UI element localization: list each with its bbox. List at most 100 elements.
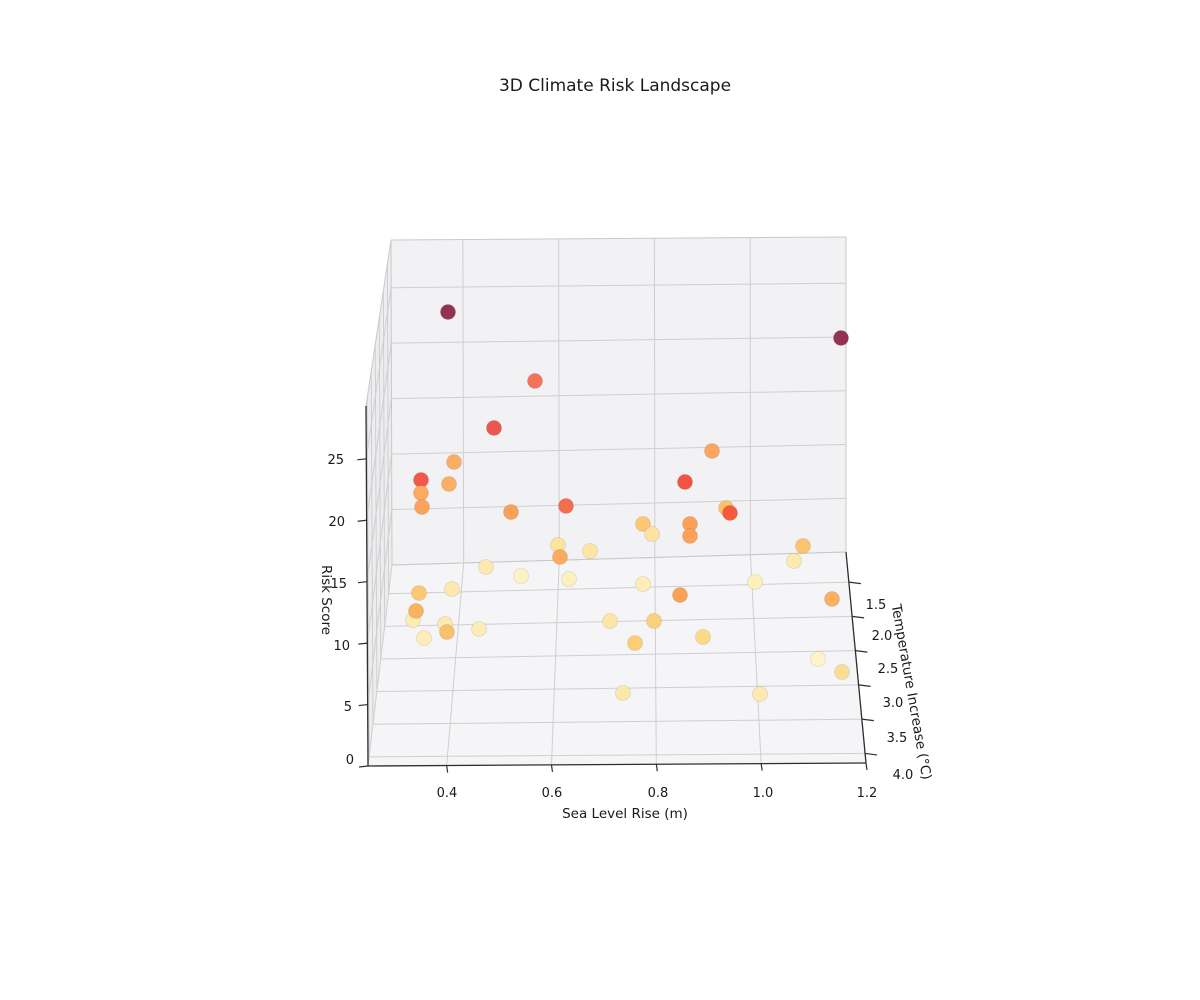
scatter-point — [786, 553, 802, 569]
z-gridline-left — [367, 509, 393, 705]
z-gridline-back — [391, 443, 847, 455]
scatter-point — [408, 603, 424, 619]
z-tick — [357, 581, 368, 584]
tick-labels: 0.4 0.6 0.8 1.0 1.2 1.5 2.0 2.5 3.0 3.5 4.0 25 20 15 1… — [327, 453, 913, 801]
z-tick-label: 10 — [333, 639, 350, 654]
z-tick-label: 20 — [328, 515, 345, 530]
x-tick — [446, 765, 449, 773]
scatter-point — [411, 585, 427, 601]
y-gridline-floor — [388, 581, 849, 595]
scatter-point — [513, 568, 529, 584]
scatter-point — [635, 516, 651, 532]
y-gridline-left — [382, 290, 386, 627]
y-axis-spine — [845, 551, 867, 764]
x-tick-label: 1.0 — [753, 786, 774, 801]
box-edge — [365, 239, 392, 407]
x-tick — [865, 762, 868, 771]
scatter-point — [704, 443, 720, 459]
scatter-point — [644, 526, 660, 542]
scatter-point — [602, 613, 618, 629]
z-tick-label: 25 — [327, 453, 344, 468]
y-tick-label: 1.5 — [866, 598, 887, 613]
z-tick — [358, 642, 368, 645]
y-gridline-floor — [384, 615, 853, 627]
scatter-point — [552, 549, 568, 565]
axes-panes — [366, 237, 866, 766]
x-gridline-back — [558, 238, 560, 561]
y-tick — [858, 684, 871, 687]
box-edge — [390, 236, 847, 241]
y-tick — [852, 615, 865, 619]
y-gridline-floor — [369, 752, 866, 758]
z-tick — [358, 703, 368, 707]
x-tick-label: 1.2 — [857, 786, 878, 801]
scatter-point — [558, 498, 574, 514]
scatter-point — [503, 504, 519, 520]
scatter-point — [682, 528, 698, 544]
scatter-point — [441, 476, 457, 492]
scatter-point — [416, 630, 432, 646]
y-tick — [848, 581, 861, 585]
scatter-point — [646, 613, 662, 629]
z-tick-label: 15 — [330, 577, 347, 592]
scatter-point — [446, 454, 462, 470]
z-gridline-left — [365, 287, 392, 459]
scatter-point — [672, 587, 688, 603]
y-gridline-left — [386, 263, 390, 594]
x-gridline-back — [462, 239, 465, 563]
scatter-point — [695, 629, 711, 645]
z-gridline-back — [391, 336, 847, 344]
y-tick — [861, 718, 874, 722]
scatter-point — [833, 330, 849, 346]
scatter-point — [440, 304, 456, 320]
scatter-point — [627, 635, 643, 651]
floor-pane — [368, 552, 866, 766]
scatter-point — [810, 651, 826, 667]
x-tick — [760, 763, 763, 771]
z-tick — [358, 765, 369, 768]
scatter-point — [582, 543, 598, 559]
y-gridline-left — [374, 344, 378, 692]
scatter-point — [795, 538, 811, 554]
z-tick — [357, 458, 367, 461]
scatter-point — [561, 571, 577, 587]
pane-edges — [365, 236, 847, 566]
x-gridline-floor — [654, 557, 657, 765]
scatter-point — [677, 474, 693, 490]
scatter-point — [471, 621, 487, 637]
z-gridline-back — [391, 497, 847, 511]
y-tick-label: 3.5 — [887, 731, 908, 746]
z-tick-label: 0 — [346, 753, 354, 768]
y-tick-label: 2.0 — [872, 629, 893, 644]
scatter-point — [414, 499, 430, 515]
x-gridline-floor — [446, 562, 465, 766]
y-tick — [865, 752, 878, 756]
x-axis-title: Sea Level Rise (m) — [562, 806, 688, 822]
y-gridline-left — [370, 371, 374, 725]
z-gridline-left — [366, 454, 393, 644]
box-edge — [391, 551, 847, 566]
y-gridline-left — [366, 398, 370, 757]
z-axis-spine — [365, 405, 369, 767]
z-gridline-back — [391, 390, 847, 400]
scatter-point — [722, 505, 738, 521]
x-tick — [550, 764, 554, 772]
scatter-point — [527, 373, 543, 389]
z-gridline-left — [367, 564, 393, 767]
z-tick — [357, 519, 367, 522]
y-tick — [855, 650, 868, 653]
z-axis-title: Risk Score — [318, 564, 334, 636]
z-gridline-left — [366, 398, 392, 582]
tick-marks — [357, 458, 878, 773]
y-gridline-floor — [372, 718, 862, 725]
scatter-point — [478, 559, 494, 575]
z-gridline-back — [391, 282, 847, 289]
scatter-points — [405, 304, 850, 702]
x-gridline-floor — [749, 554, 762, 764]
scatter-point — [635, 576, 651, 592]
y-gridline-floor — [380, 650, 856, 660]
x-axis-spine — [367, 762, 867, 767]
x-tick — [655, 764, 658, 772]
